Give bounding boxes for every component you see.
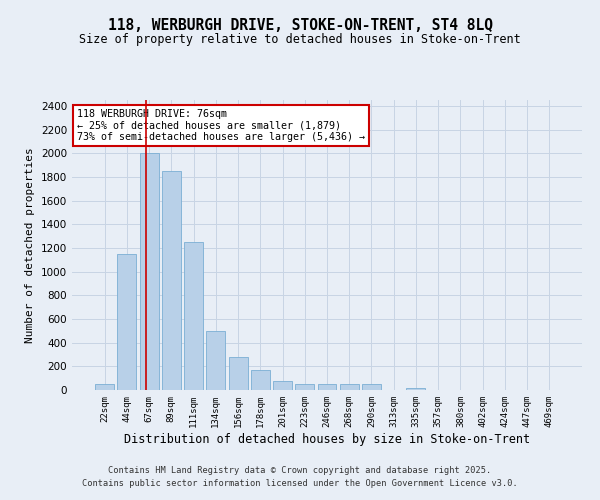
Text: Size of property relative to detached houses in Stoke-on-Trent: Size of property relative to detached ho… [79,32,521,46]
Bar [206,331,225,390]
Bar [140,154,158,390]
Bar [362,384,381,390]
Bar [251,370,270,390]
Bar [340,384,359,390]
X-axis label: Distribution of detached houses by size in Stoke-on-Trent: Distribution of detached houses by size … [124,432,530,446]
Bar [317,384,337,390]
Bar [184,242,203,390]
Bar [406,388,425,390]
Bar [118,254,136,390]
Y-axis label: Number of detached properties: Number of detached properties [25,147,35,343]
Text: 118 WERBURGH DRIVE: 76sqm
← 25% of detached houses are smaller (1,879)
73% of se: 118 WERBURGH DRIVE: 76sqm ← 25% of detac… [77,108,365,142]
Text: 118, WERBURGH DRIVE, STOKE-ON-TRENT, ST4 8LQ: 118, WERBURGH DRIVE, STOKE-ON-TRENT, ST4… [107,18,493,32]
Text: Contains HM Land Registry data © Crown copyright and database right 2025.
Contai: Contains HM Land Registry data © Crown c… [82,466,518,487]
Bar [295,384,314,390]
Bar [95,384,114,390]
Bar [273,380,292,390]
Bar [162,171,181,390]
Bar [229,358,248,390]
